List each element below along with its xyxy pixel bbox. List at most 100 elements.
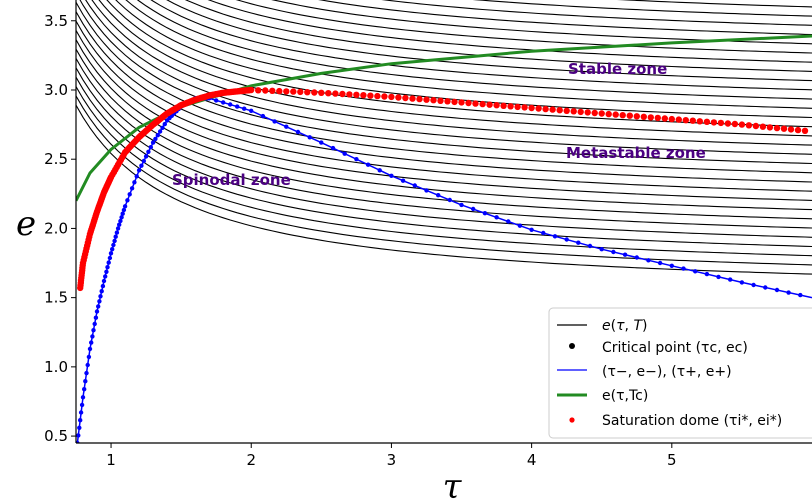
series-1-point (121, 207, 127, 213)
series-2-point (654, 114, 661, 122)
series-1-point (517, 223, 523, 228)
isotherm-curve (106, 0, 812, 128)
series-1-point (146, 149, 151, 154)
series-2-point (248, 86, 255, 94)
series-2-point (549, 106, 556, 113)
isotherm-curve (150, 0, 812, 91)
isotherm-curve (76, 104, 812, 275)
series-1-point (78, 410, 84, 415)
y-tick-label: 1.0 (44, 358, 68, 376)
series-1-point (681, 266, 686, 271)
series-1-point (471, 206, 476, 212)
series-1-point (153, 136, 158, 142)
y-tick-label: 2.5 (44, 150, 68, 168)
annotation-stable-zone: Stable zone (568, 60, 667, 78)
series-1-point (136, 168, 142, 173)
series-2-point (710, 119, 718, 126)
series-1-point (160, 125, 165, 130)
y-tick-label: 1.5 (44, 289, 68, 307)
series-0-line (76, 34, 812, 202)
series-2-point (297, 88, 304, 96)
isotherm-curve (76, 39, 812, 211)
series-2-point (255, 87, 262, 94)
series-2-point (605, 110, 612, 118)
series-1-point (447, 197, 452, 203)
series-1-point (622, 252, 628, 257)
series-2-point (262, 87, 269, 94)
series-2-point (367, 92, 374, 99)
series-1-point (101, 278, 107, 284)
series-2-point (311, 89, 318, 96)
series-2-point (521, 104, 528, 111)
series-1-point (92, 321, 97, 327)
series-2-point (612, 111, 619, 118)
series-2-point (318, 89, 325, 97)
series-1-point (107, 255, 113, 261)
series-1-point (87, 346, 93, 352)
series-2-point (752, 122, 760, 130)
series-2-point (766, 124, 774, 131)
y-tick-label: 2.0 (44, 219, 68, 237)
series-2-point (661, 115, 668, 122)
series-1-point (110, 247, 115, 252)
isotherm-curve (76, 86, 812, 257)
isotherm-curve (207, 0, 812, 63)
series-2-point (451, 98, 458, 106)
series-1-point (412, 183, 417, 188)
isotherm-curve (98, 0, 812, 137)
series-2-point (759, 123, 767, 130)
series-2-point (745, 122, 753, 129)
series-1-point (132, 180, 137, 185)
series-1-point (599, 247, 604, 252)
series-2-point (668, 115, 675, 123)
series-1-point (214, 98, 219, 103)
series-2-point (801, 127, 809, 134)
series-1-point (389, 173, 394, 178)
x-tick-label: 5 (667, 451, 677, 469)
series-2-point (493, 102, 500, 109)
legend-label-isotherm-text: e(τ, T) (602, 318, 647, 334)
series-1-point (105, 265, 110, 270)
series-1-point (129, 186, 135, 191)
series-2-point (346, 91, 353, 98)
isotherm-curve (85, 0, 812, 155)
legend-label-critical-point: Critical point (τc, ec) (602, 340, 748, 356)
series-2-point (535, 105, 542, 112)
legend-label-saturation: Saturation dome (τi*, ei*) (602, 413, 782, 429)
series-2-point (640, 113, 647, 121)
series-1-point (127, 192, 132, 197)
series-1-point (751, 282, 756, 288)
series-1-point (148, 145, 153, 150)
series-1-point (798, 292, 803, 298)
series-1-point (150, 140, 156, 145)
series-2-point (290, 88, 297, 95)
series-1-point (541, 230, 546, 236)
series-2-point (738, 121, 746, 128)
series-2-point (703, 118, 711, 126)
series-2-point (339, 90, 346, 98)
series-1-point (85, 362, 90, 368)
series-1-point (228, 102, 233, 107)
series-2-point (731, 120, 739, 128)
isotherm-curve (184, 0, 812, 72)
isotherm-curve (91, 0, 812, 146)
series-1-point (506, 219, 511, 224)
series-1-point (634, 255, 639, 260)
series-1-point (704, 271, 710, 277)
series-1-point (669, 263, 674, 268)
series-2-point (556, 107, 563, 114)
series-2-point (591, 109, 598, 117)
series-2-point (675, 116, 682, 123)
series-1-point (552, 234, 558, 239)
series-2-point (717, 119, 725, 127)
annotation-metastable-zone: Metastable zone (566, 144, 706, 162)
series-2-point (577, 108, 584, 116)
series-1-point (83, 379, 88, 384)
series-1-point (424, 188, 429, 193)
series-1-point (100, 283, 106, 289)
series-1-point (657, 260, 663, 266)
series-1-point (94, 309, 100, 314)
isotherm-curve (616, 0, 812, 8)
series-1-point (141, 158, 146, 164)
series-2-point (472, 100, 479, 107)
